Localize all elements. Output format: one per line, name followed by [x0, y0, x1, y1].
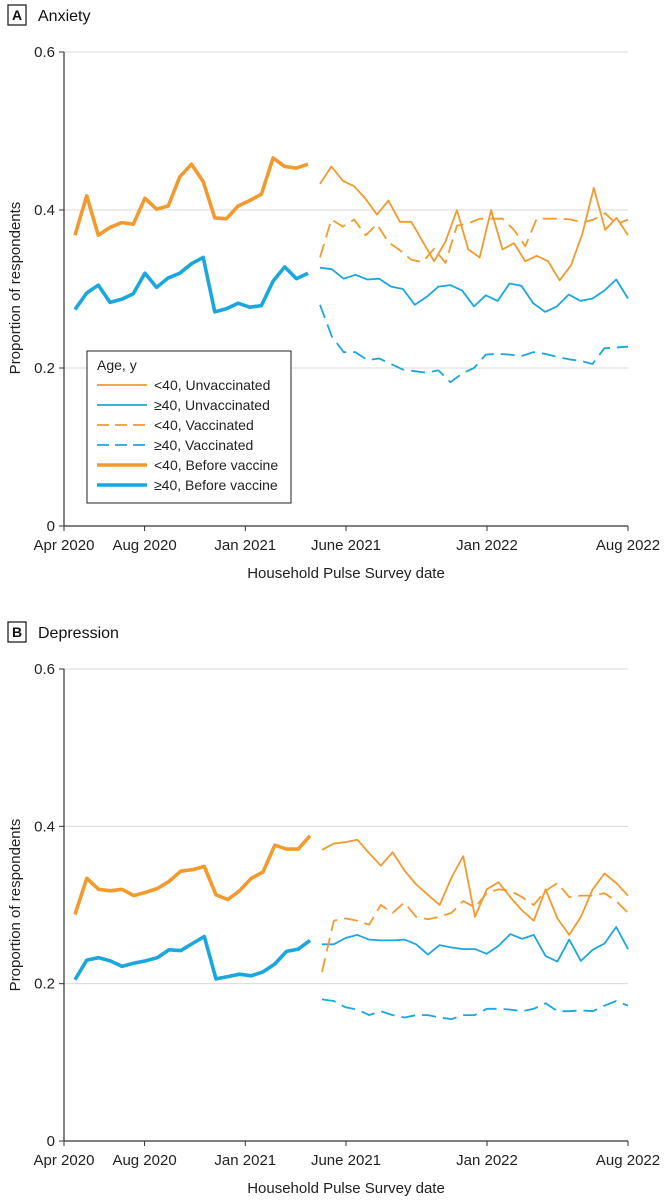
- series-line: [73, 255, 309, 314]
- x-tick-label: June 2021: [311, 1152, 381, 1169]
- panel-letter: A: [12, 7, 22, 23]
- series-line: [321, 838, 629, 936]
- series-layer: [73, 156, 629, 384]
- series-line: [321, 882, 629, 973]
- x-axis-label: Household Pulse Survey date: [247, 1180, 445, 1197]
- x-tick-label: Aug 2020: [112, 537, 176, 554]
- panel-letter-box: [7, 621, 27, 643]
- axes: 0 0.2 0.4 0.6 Apr 2020 Aug 2020 Jan 2021 June 2…: [34, 44, 661, 554]
- x-tick-label: June 2021: [311, 537, 381, 554]
- x-tick-label: Apr 2020: [34, 537, 95, 554]
- x-axis-label: Household Pulse Survey date: [247, 565, 445, 582]
- y-tick-label: 0.6: [34, 44, 55, 61]
- x-tick-label: Jan 2021: [214, 537, 276, 554]
- legend-label: <40, Vaccinated: [154, 417, 254, 433]
- x-tick-label: Aug 2020: [112, 1152, 176, 1169]
- legend-label: <40, Before vaccine: [154, 457, 278, 473]
- y-tick-label: 0.2: [34, 360, 55, 377]
- series-line: [319, 165, 629, 282]
- panel-anxiety: A Anxiety 0 0.2 0.4 0.6 Apr 2020 Aug 2020 Jan …: [7, 4, 661, 582]
- legend-label: ≥40, Vaccinated: [154, 437, 253, 453]
- legend-box: [86, 350, 292, 504]
- panel-depression: B Depression 0 0.2 0.4 0.6 Apr 2020 Aug 2020 J…: [7, 621, 661, 1197]
- legend-label: ≥40, Unvaccinated: [154, 397, 270, 413]
- y-tick-label: 0: [47, 1133, 55, 1150]
- panel-title: Anxiety: [38, 8, 90, 25]
- y-tick-label: 0.2: [34, 976, 55, 993]
- legend-title: Age, y: [97, 357, 137, 373]
- series-line: [319, 304, 629, 384]
- y-axis-label: Proportion of respondents: [7, 819, 24, 992]
- x-tick-label: Jan 2022: [456, 537, 518, 554]
- x-tick-label: Apr 2020: [34, 1152, 95, 1169]
- series-line: [321, 998, 629, 1020]
- legend-label: <40, Unvaccinated: [154, 377, 270, 393]
- legend-label: ≥40, Before vaccine: [154, 477, 278, 493]
- x-tick-label: Aug 2022: [596, 537, 660, 554]
- x-tick-label: Jan 2022: [456, 1152, 518, 1169]
- panel-title: Depression: [38, 625, 119, 642]
- panel-letter: B: [12, 624, 22, 640]
- grid-lines: [64, 668, 628, 985]
- x-tick-label: Jan 2021: [214, 1152, 276, 1169]
- panel-letter-box: [7, 4, 27, 26]
- legend: Age, y <40, Unvaccinated ≥40, Unvaccinate…: [86, 350, 292, 504]
- x-tick-label: Aug 2022: [596, 1152, 660, 1169]
- axes: 0 0.2 0.4 0.6 Apr 2020 Aug 2020 Jan 2021 June 2…: [34, 661, 661, 1169]
- y-tick-label: 0.4: [34, 818, 55, 835]
- series-line: [73, 834, 312, 915]
- series-line: [319, 212, 629, 264]
- series-line: [322, 926, 629, 963]
- y-axis-label: Proportion of respondents: [7, 202, 24, 375]
- series-line: [73, 934, 312, 981]
- series-layer: [73, 834, 629, 1020]
- grid-lines: [64, 51, 628, 369]
- series-line: [73, 156, 309, 238]
- y-tick-label: 0.4: [34, 202, 55, 219]
- series-line: [319, 266, 629, 313]
- y-tick-label: 0: [47, 518, 55, 535]
- y-tick-label: 0.6: [34, 661, 55, 678]
